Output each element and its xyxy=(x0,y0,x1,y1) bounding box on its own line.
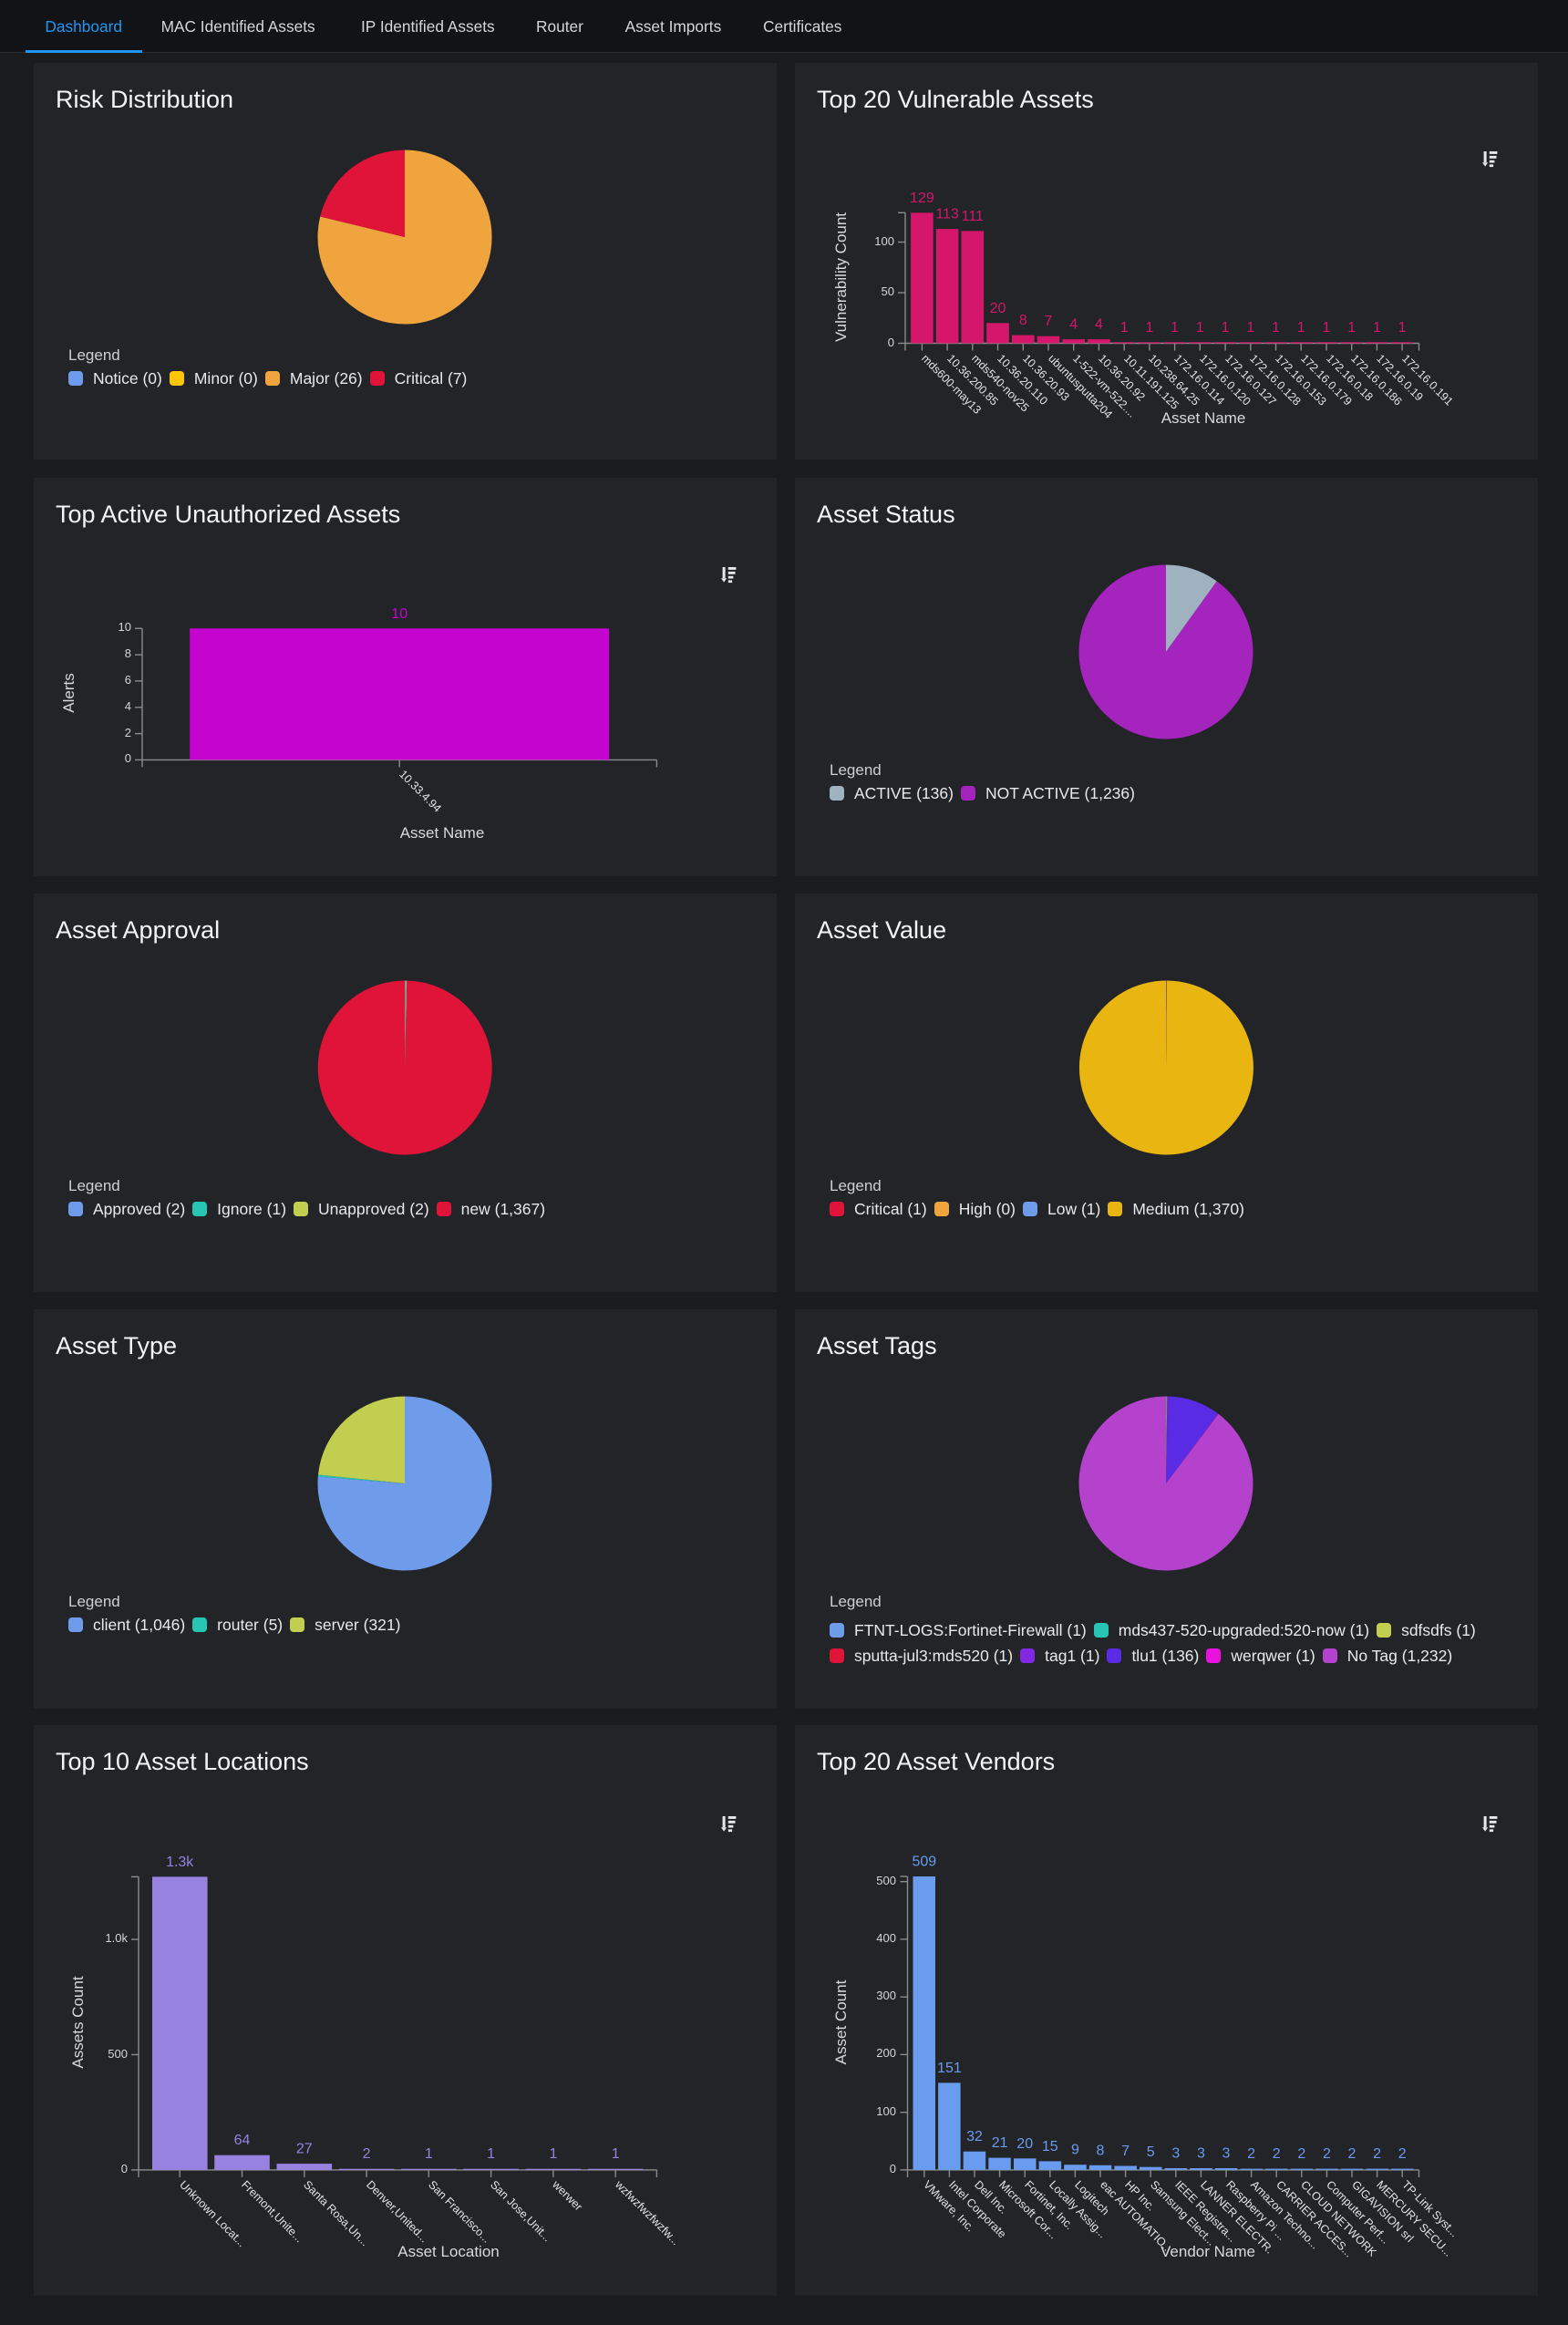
svg-text:4: 4 xyxy=(1095,317,1103,333)
svg-text:3: 3 xyxy=(1197,2146,1205,2162)
svg-text:1: 1 xyxy=(1347,320,1356,336)
svg-text:8: 8 xyxy=(1019,313,1027,328)
svg-text:509: 509 xyxy=(912,1855,936,1870)
svg-text:151: 151 xyxy=(937,2061,962,2076)
svg-text:2: 2 xyxy=(1273,2146,1281,2162)
svg-text:21: 21 xyxy=(992,2135,1008,2151)
svg-text:1: 1 xyxy=(1398,320,1407,336)
svg-text:9: 9 xyxy=(1071,2143,1079,2158)
svg-text:7: 7 xyxy=(1121,2144,1130,2159)
svg-text:1: 1 xyxy=(1196,320,1204,336)
svg-text:2: 2 xyxy=(363,2146,371,2162)
svg-text:3: 3 xyxy=(1171,2146,1180,2162)
svg-text:1: 1 xyxy=(425,2146,433,2162)
svg-text:27: 27 xyxy=(296,2142,313,2157)
svg-text:1: 1 xyxy=(1272,320,1280,336)
svg-text:2: 2 xyxy=(1323,2146,1331,2162)
svg-text:3: 3 xyxy=(1222,2146,1231,2162)
svg-text:4: 4 xyxy=(1069,317,1078,333)
svg-text:7: 7 xyxy=(1045,314,1053,329)
svg-text:1: 1 xyxy=(612,2146,620,2162)
svg-text:1: 1 xyxy=(1120,320,1129,336)
svg-text:2: 2 xyxy=(1297,2146,1305,2162)
svg-text:15: 15 xyxy=(1042,2139,1058,2154)
svg-text:1: 1 xyxy=(549,2146,557,2162)
svg-text:20: 20 xyxy=(1016,2136,1033,2152)
svg-text:2: 2 xyxy=(1373,2146,1381,2162)
svg-text:1: 1 xyxy=(487,2146,495,2162)
svg-text:129: 129 xyxy=(910,191,934,206)
svg-text:5: 5 xyxy=(1147,2144,1155,2160)
svg-text:20: 20 xyxy=(990,301,1006,316)
svg-text:1: 1 xyxy=(1297,320,1305,336)
svg-text:32: 32 xyxy=(966,2129,983,2144)
svg-text:1: 1 xyxy=(1323,320,1331,336)
svg-text:1.3k: 1.3k xyxy=(166,1855,194,1870)
svg-text:10: 10 xyxy=(391,606,407,622)
svg-text:8: 8 xyxy=(1097,2143,1105,2158)
svg-text:1: 1 xyxy=(1222,320,1230,336)
svg-text:113: 113 xyxy=(935,207,959,222)
svg-text:1: 1 xyxy=(1246,320,1254,336)
svg-text:1: 1 xyxy=(1145,320,1153,336)
svg-text:1: 1 xyxy=(1373,320,1381,336)
svg-text:2: 2 xyxy=(1398,2146,1407,2162)
svg-text:64: 64 xyxy=(234,2133,251,2148)
svg-text:2: 2 xyxy=(1348,2146,1357,2162)
svg-text:2: 2 xyxy=(1247,2146,1255,2162)
svg-text:1: 1 xyxy=(1171,320,1179,336)
svg-text:111: 111 xyxy=(962,209,984,224)
